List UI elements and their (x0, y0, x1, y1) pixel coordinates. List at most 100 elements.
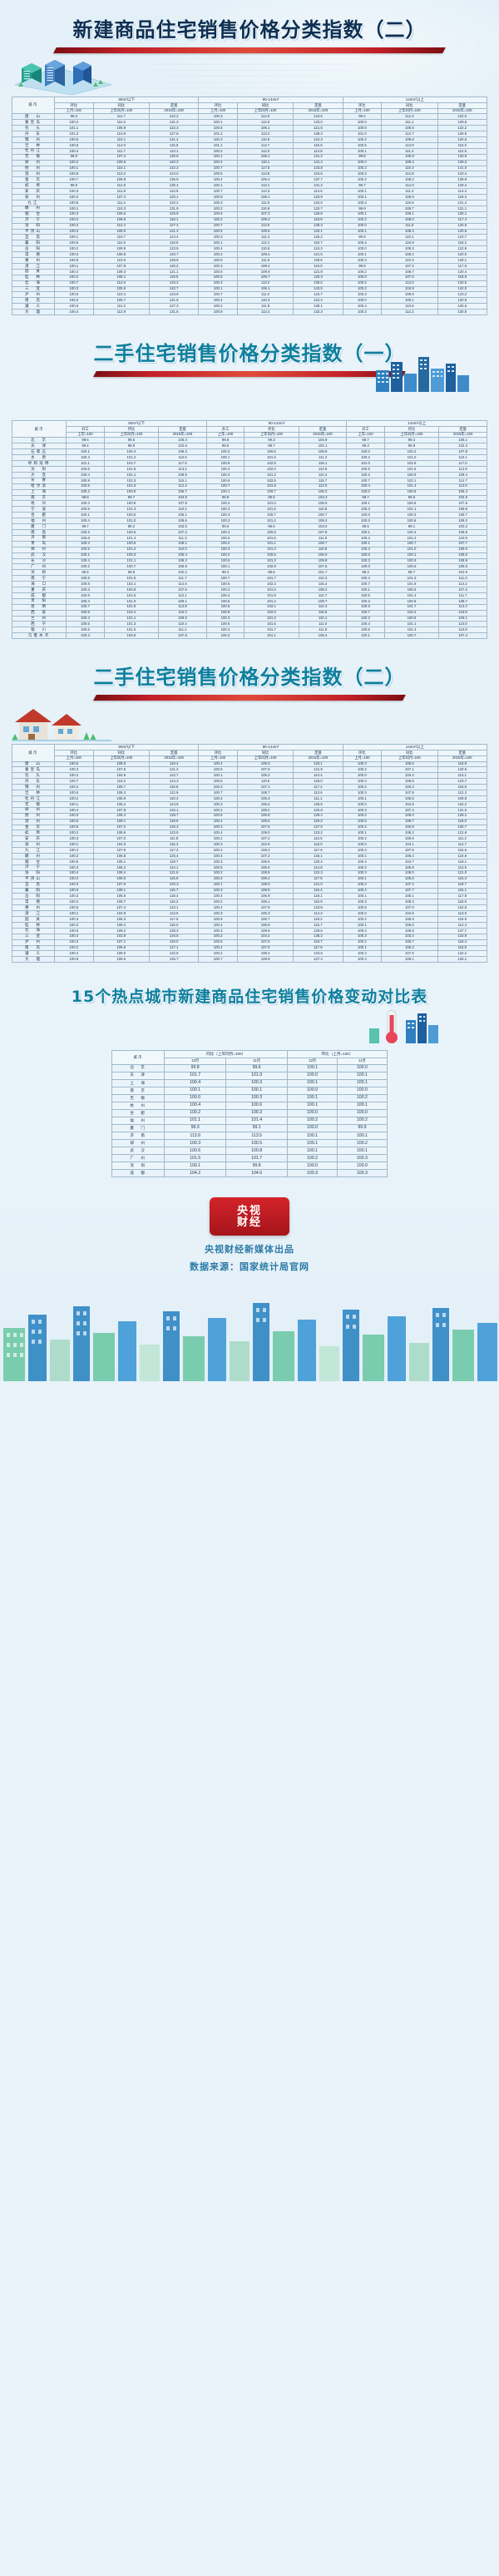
cell-value: 101.3 (103, 506, 160, 513)
cell-value: 99.2 (103, 523, 160, 530)
cell-value: 142.0 (437, 285, 488, 293)
cell-value: 112.1 (236, 240, 294, 247)
cell-value: 113.9 (148, 188, 200, 196)
cell-value: 109.5 (158, 615, 207, 622)
row-city-label: 丹 东 (11, 778, 56, 785)
cell-value: 101.0 (383, 546, 440, 553)
cell-value: 133.9 (437, 933, 488, 940)
cell-value: 115.7 (298, 477, 348, 484)
cell-value: 114.4 (298, 603, 348, 611)
cell-value: 100.3 (342, 171, 383, 178)
cell-value: 100.1 (342, 853, 383, 859)
cell-value: 100.0 (287, 1109, 338, 1118)
cell-value: 120.6 (437, 766, 488, 774)
cell-value: 110.4 (158, 621, 207, 628)
col-base-2-2: 2015年=100 (438, 431, 487, 438)
cell-value: 110.8 (438, 627, 487, 634)
cell-value: 111.2 (92, 199, 150, 206)
row-city-label: 杭 州 (11, 500, 67, 508)
table-row: 烟 台 100.3 106.6 125.9 100.6 107.2 126.8 100.1 10… (11, 211, 488, 218)
cell-value: 112.3 (236, 188, 294, 196)
table-row: 扬 州 100.1 110.1 142.2 100.7 117.5 143.8 100.2 11… (11, 165, 488, 172)
cell-value: 99.7 (342, 182, 383, 190)
cell-value: 108.3 (236, 847, 294, 855)
cell-value: 105.3 (236, 910, 294, 918)
cell-value: 112.3 (381, 113, 438, 121)
cell-value: 100.2 (287, 1117, 338, 1126)
cell-value: 106.6 (381, 835, 438, 843)
cell-value: 101.2 (198, 131, 238, 137)
cell-value: 104.6 (225, 1169, 289, 1178)
cell-value: 135.8 (437, 176, 488, 184)
row-city-label: 厦 门 (111, 1124, 166, 1133)
cell-value: 111.6 (92, 119, 150, 126)
cell-value: 100.4 (54, 147, 94, 155)
cell-value: 98.7 (383, 569, 440, 577)
cell-value: 119.3 (437, 194, 488, 201)
cell-value: 105.0 (381, 921, 438, 929)
cell-value: 108.2 (381, 830, 438, 837)
cell-value: 117.8 (293, 944, 343, 952)
cell-value: 98.8 (103, 569, 160, 577)
cell-value: 117.5 (148, 916, 200, 923)
table-row: 太 原 100.3 101.2 110.5 100.1 101.5 111.2 100.2 10… (11, 454, 487, 462)
cell-value: 99.4 (342, 113, 383, 121)
cell-value: 100.4 (342, 858, 383, 865)
cell-value: 112.5 (92, 182, 150, 190)
cell-value: 123.2 (293, 830, 343, 837)
cell-value: 117.5 (437, 262, 488, 270)
cell-value: 102.1 (298, 443, 348, 450)
cell-value: 112.8 (381, 171, 438, 178)
cell-value: 102.3 (244, 581, 299, 588)
cell-value: 109.1 (381, 956, 438, 964)
cell-value: 130.6 (148, 153, 200, 161)
row-city-label: 太 原 (11, 454, 67, 462)
cell-value: 99.7 (66, 523, 105, 530)
cell-value: 106.6 (92, 211, 150, 218)
cell-value: 106.4 (438, 488, 487, 496)
cell-value: 126.7 (148, 956, 200, 964)
table-row: 泉 州 100.1 104.5 115.3 100.3 104.9 116.0 100.0 10… (11, 841, 488, 849)
cell-value: 107.5 (438, 500, 487, 508)
cell-value: 123.4 (437, 171, 488, 178)
cell-value: 100.5 (205, 597, 245, 605)
cell-value: 132.3 (293, 309, 343, 316)
cell-value: 106.8 (92, 853, 150, 859)
cell-value: 113.9 (381, 141, 438, 149)
cell-value: 113.7 (148, 772, 200, 780)
cell-value: 120.1 (148, 194, 200, 201)
cell-value: 100.3 (66, 454, 105, 462)
cell-value: 113.0 (236, 222, 294, 230)
cell-value: 116.9 (293, 899, 343, 906)
cell-value: 107.8 (92, 262, 150, 270)
table-row: 天 津 101.7 101.9 100.0 100.1 (111, 1071, 388, 1080)
cell-value: 100.3 (198, 234, 238, 241)
cell-value: 108.5 (236, 887, 294, 894)
cell-value: 101.4 (383, 592, 440, 599)
table-row: 湛 江 100.1 104.9 113.6 100.3 105.3 114.3 100.0 10… (11, 910, 488, 918)
cell-value: 100.4 (342, 778, 383, 785)
cell-value: 107.2 (381, 881, 438, 889)
cell-value: 104.5 (438, 494, 487, 502)
secondhand-home-price-index-table-1: 城市 90m²以下 90-144m² 144m²以上 开工 环比 定基 开工 环比 定基 开工 环比定… (11, 420, 487, 640)
cell-value: 107.4 (381, 806, 438, 814)
cell-value: 100.6 (164, 1147, 227, 1156)
cell-value: 100.9 (66, 609, 105, 617)
table-row: 平顶山 100.2 106.0 116.9 100.4 106.4 117.6 100.1 10… (11, 875, 488, 883)
row-city-label: 秦皇岛 (11, 766, 56, 774)
cell-value: 111.5 (92, 240, 150, 247)
table-row: 大 理 100.4 112.8 131.5 100.9 113.4 132.3 100.2 11… (11, 309, 488, 316)
table-row: 洛 阳 100.2 112.4 127.4 100.7 113.0 128.3 100.0 11… (11, 222, 488, 230)
cell-value: 109.3 (381, 245, 438, 253)
cell-value: 100.3 (198, 262, 238, 270)
cell-value: 100.3 (54, 211, 94, 218)
col-base-0-2: 2015年=100 (158, 431, 207, 438)
cell-value: 109.6 (236, 927, 294, 934)
cell-value: 121.9 (293, 766, 343, 774)
cell-value: 106.6 (92, 944, 150, 952)
cell-value: 111.8 (381, 222, 438, 230)
cell-value: 110.0 (158, 546, 207, 553)
cell-value: 100.8 (54, 171, 94, 178)
table-row: 蚌 埠 99.9 112.5 130.4 100.1 113.1 131.2 99.7 112.… (11, 182, 488, 190)
cell-value: 99.9 (342, 205, 383, 212)
